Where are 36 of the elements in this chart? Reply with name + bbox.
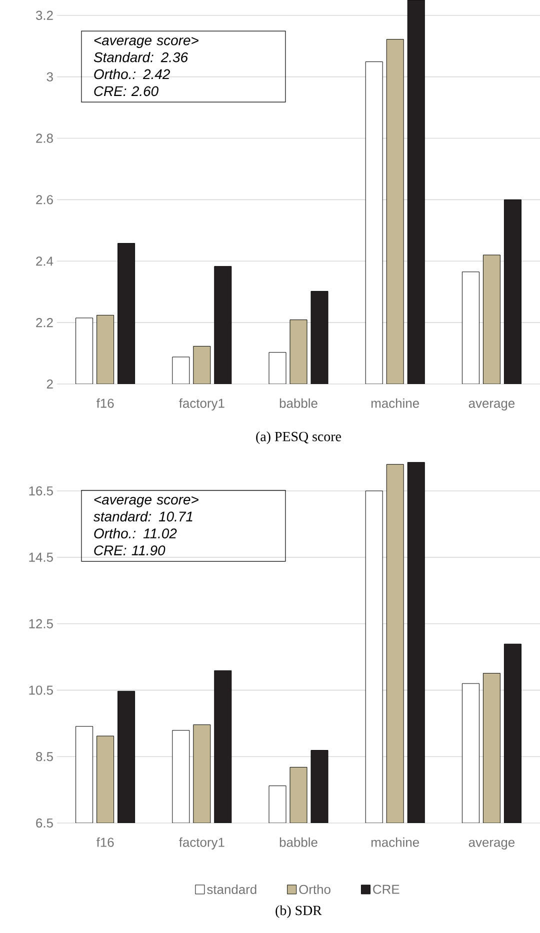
x-tick-label: average <box>468 840 515 850</box>
y-tick-label: 2.8 <box>36 134 53 143</box>
y-tick-label: 2.6 <box>36 195 53 204</box>
annotation: Standard: 2.36 <box>94 52 188 62</box>
y-tick-label: 3 <box>46 72 53 82</box>
y-tick-label: 2.2 <box>36 318 53 328</box>
annotation: Ortho.: 11.02 <box>94 528 177 538</box>
legend-label: standard <box>207 884 256 894</box>
annotation: <average score> <box>94 37 198 48</box>
x-tick-label: factory1 <box>179 837 224 850</box>
x-tick-label: f16 <box>96 837 114 847</box>
x-axis-title: (b) SDR <box>276 905 322 918</box>
y-tick-label: 3.2 <box>36 10 53 20</box>
annotation: CRE: 11.90 <box>94 545 166 556</box>
y-tick-label: 2 <box>46 379 53 389</box>
annotation: CRE: 2.60 <box>94 86 158 96</box>
y-tick-label: 14.5 <box>29 552 53 562</box>
y-tick-label: 2.4 <box>36 256 54 266</box>
y-tick-label: 10.5 <box>29 686 53 695</box>
annotation: <average score> <box>94 496 198 508</box>
y-tick-label: 6.5 <box>36 818 53 828</box>
x-tick-label: babble <box>280 398 318 408</box>
x-tick-label: f16 <box>96 398 114 408</box>
annotation: standard: 10.71 <box>93 511 192 522</box>
legend-label: Ortho <box>299 884 330 894</box>
annotation: Ortho.: 2.42 <box>94 68 170 80</box>
legend-label: CRE <box>373 884 400 894</box>
y-tick-label: 12.5 <box>29 619 53 628</box>
x-tick-label: factory1 <box>179 398 224 410</box>
y-tick-label: 8.5 <box>36 752 53 762</box>
x-tick-label: machine <box>371 837 419 847</box>
x-axis-title: (a) PESQ score <box>256 431 341 444</box>
x-tick-label: machine <box>371 398 419 408</box>
x-tick-label: average <box>468 400 515 410</box>
x-tick-label: babble <box>280 837 318 847</box>
y-tick-label: 16.5 <box>29 486 53 496</box>
